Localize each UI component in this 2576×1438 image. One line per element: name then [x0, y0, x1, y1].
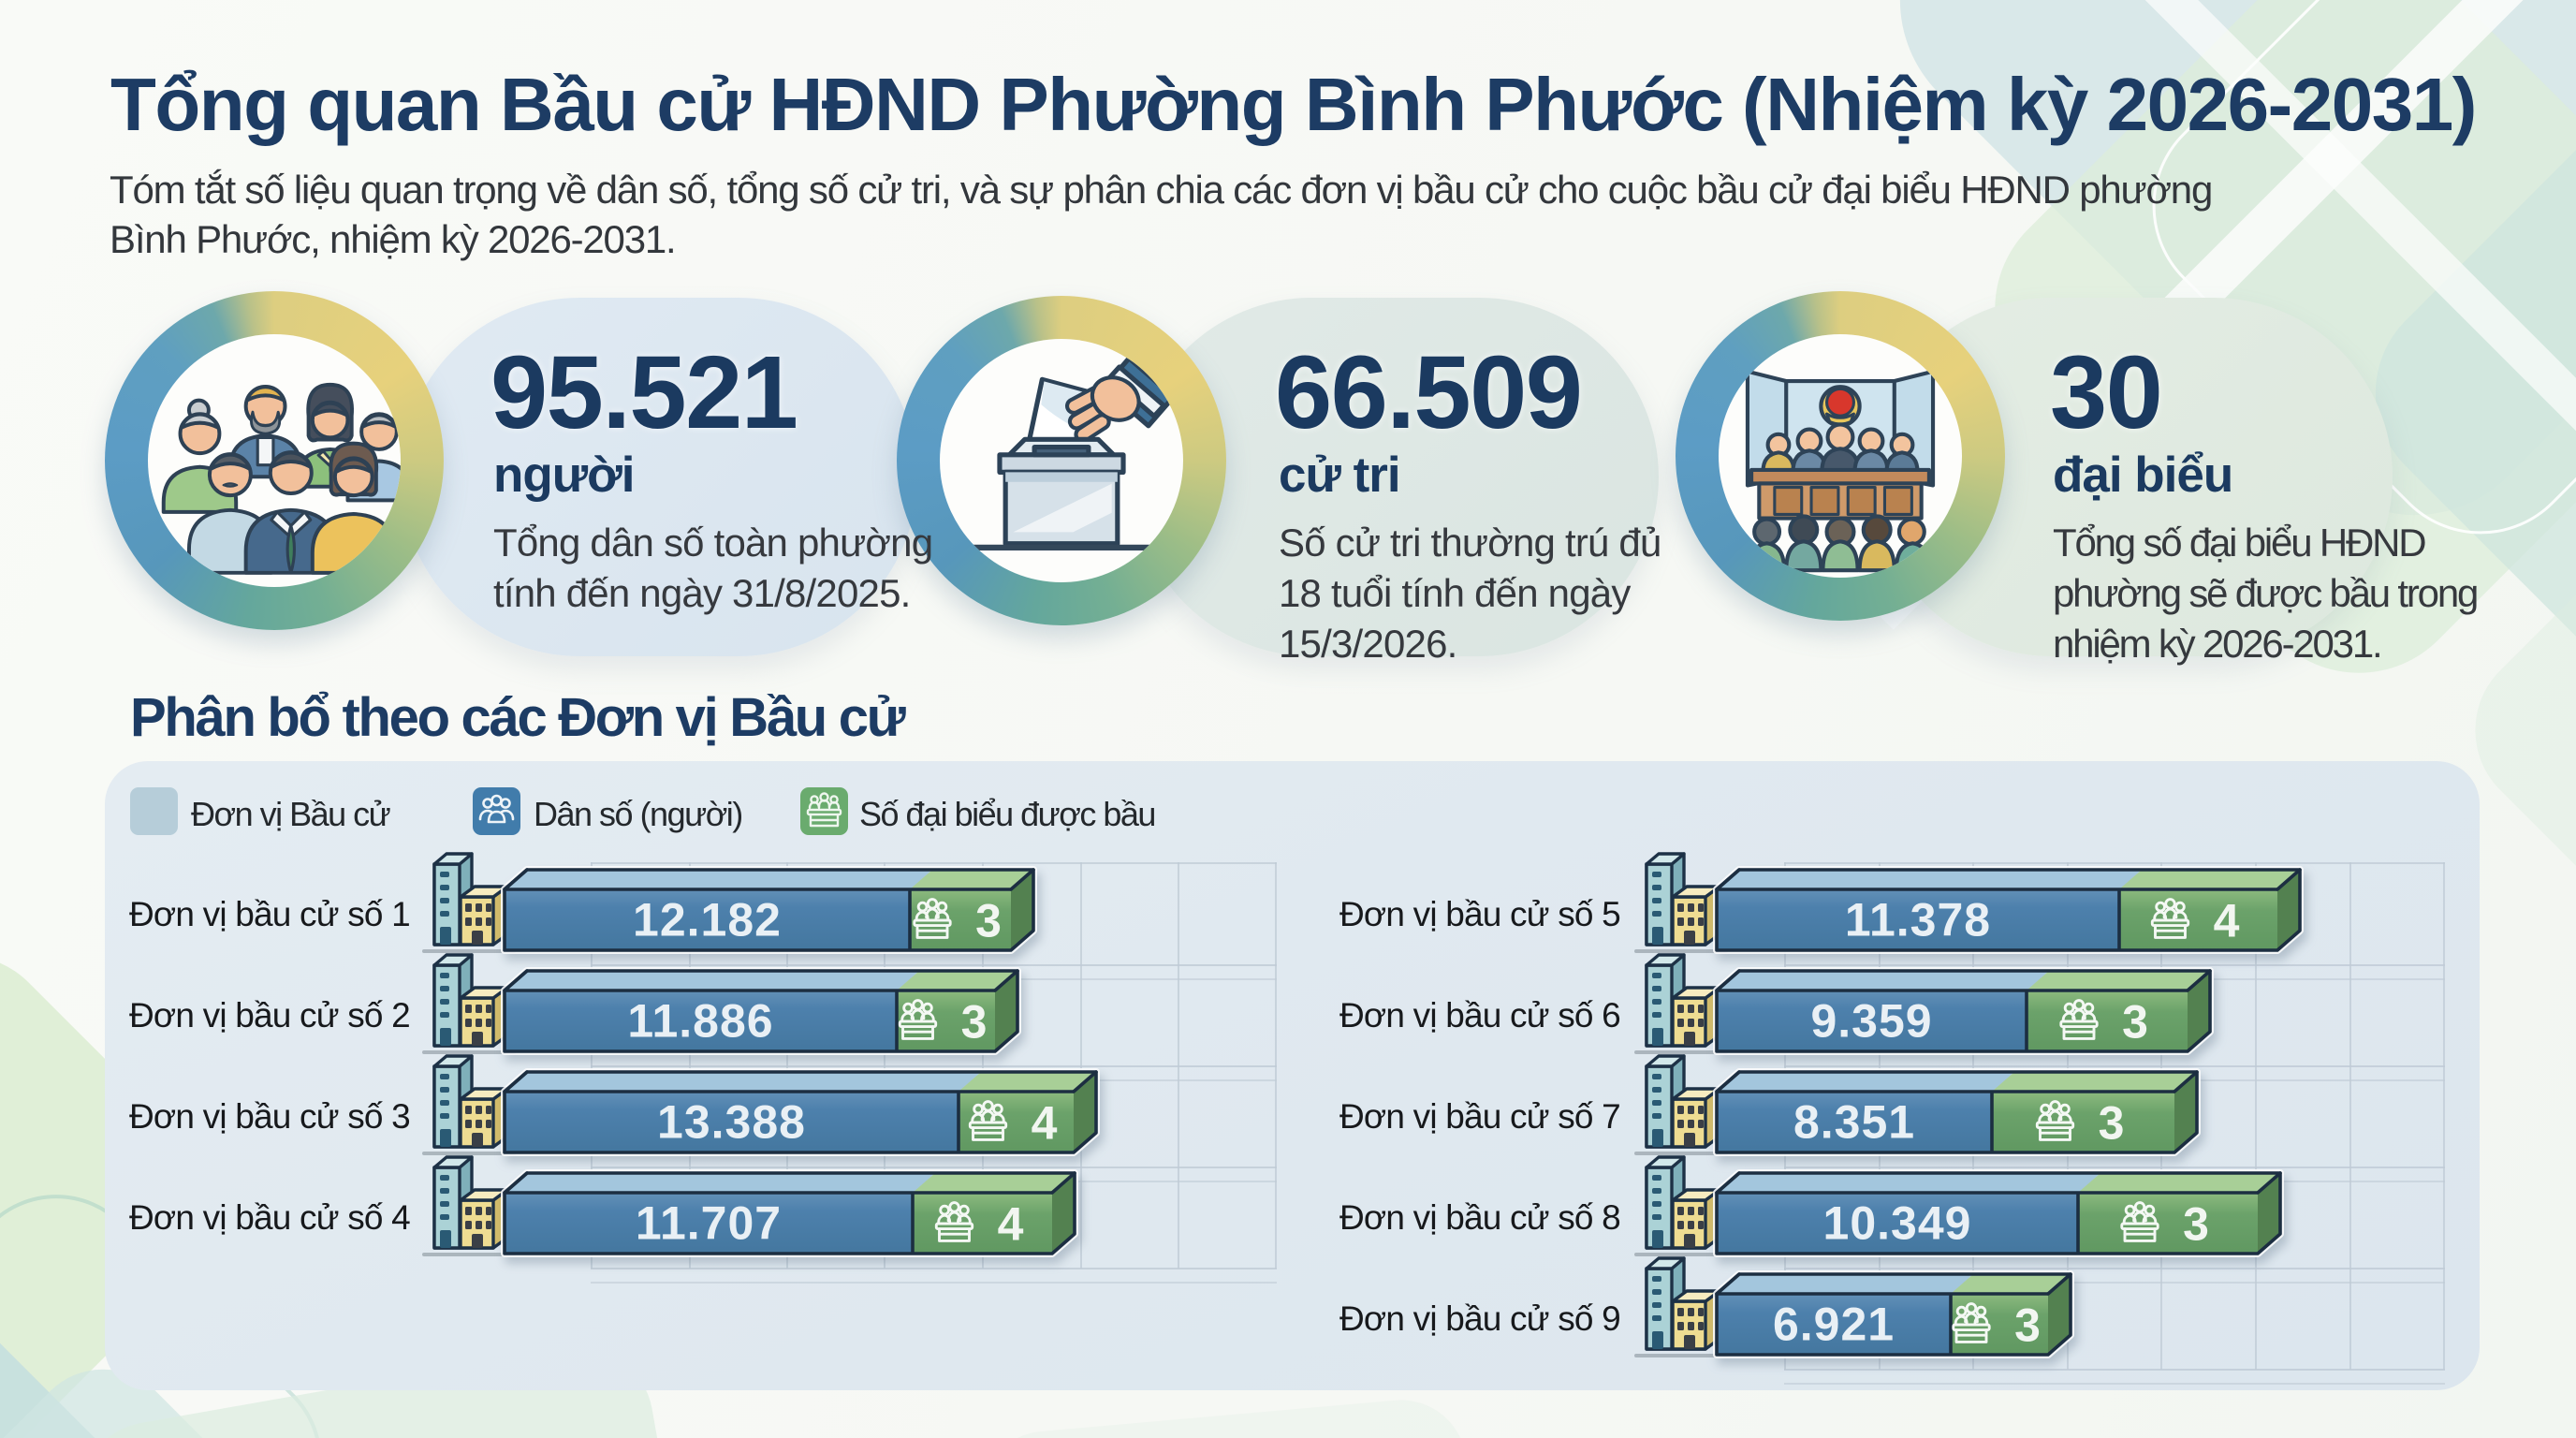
svg-text:9.359: 9.359 [1810, 995, 1932, 1048]
svg-text:3: 3 [2122, 996, 2148, 1049]
svg-text:6.921: 6.921 [1773, 1299, 1895, 1351]
svg-text:3: 3 [2099, 1097, 2125, 1150]
svg-text:8.351: 8.351 [1793, 1096, 1915, 1149]
svg-text:11.886: 11.886 [627, 995, 773, 1048]
svg-text:3: 3 [975, 895, 1002, 947]
svg-text:3: 3 [2183, 1198, 2209, 1251]
svg-text:4: 4 [998, 1198, 1024, 1251]
svg-text:13.388: 13.388 [657, 1096, 806, 1149]
svg-text:11.378: 11.378 [1845, 894, 1991, 946]
svg-text:3: 3 [2014, 1299, 2041, 1352]
svg-text:3: 3 [961, 996, 988, 1049]
svg-text:12.182: 12.182 [633, 894, 782, 946]
svg-text:10.349: 10.349 [1823, 1197, 1972, 1250]
svg-text:11.707: 11.707 [636, 1197, 782, 1250]
svg-text:4: 4 [1032, 1097, 1058, 1150]
svg-text:4: 4 [2214, 895, 2240, 947]
